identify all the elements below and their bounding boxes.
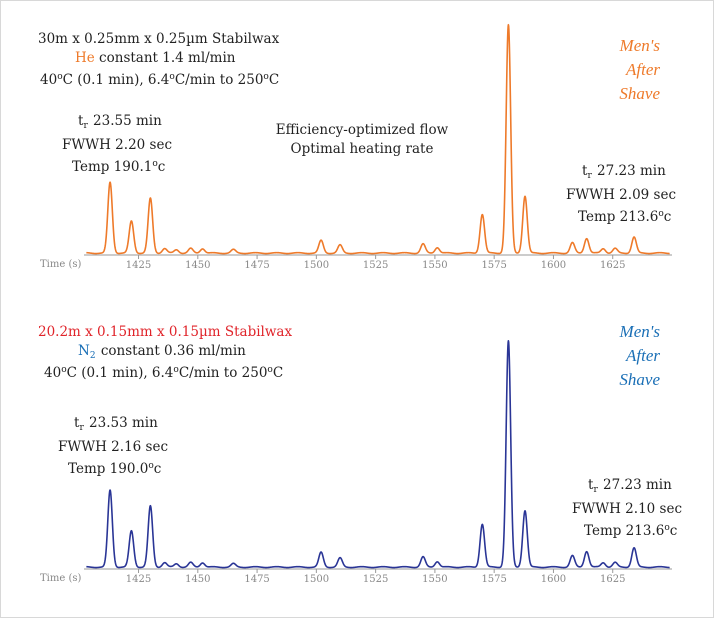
bottom-tick-label: 1625 [600, 574, 625, 585]
top-tick-label: 1550 [422, 260, 447, 271]
bottom-tick-label: 1600 [541, 574, 566, 585]
top-brand-label: Men's After Shave [619, 36, 660, 103]
bottom-tick-label: 1450 [185, 574, 210, 585]
bottom-left-peak-annotation: tr 23.53 min FWWH 2.16 sec Temp 190.0oc [58, 415, 169, 477]
bottom-tick-label: 1550 [422, 574, 447, 585]
bottom-tick-label: 1425 [126, 574, 151, 585]
bottom-x-axis-label: Time (s) [40, 573, 81, 584]
bottom-column-spec: 20.2m x 0.15mm x 0.15µm Stabilwax [38, 324, 293, 340]
top-tick-label: 1425 [126, 260, 151, 271]
top-tick-label: 1450 [185, 260, 210, 271]
top-chart: Time (s) 1425 1450 1475 1500 1525 1550 1575 1600… [40, 23, 672, 271]
bottom-tick-label: 1475 [244, 574, 269, 585]
bottom-tick-label: 1575 [481, 574, 506, 585]
bottom-right-peak-annotation: tr 27.23 min FWWH 2.10 sec Temp 213.6oc [572, 477, 683, 539]
top-left-peak-annotation: tr 23.55 min FWWH 2.20 sec Temp 190.1oc [62, 113, 173, 175]
top-chromatogram-trace [85, 23, 671, 255]
bottom-oven-program: 40oC (0.1 min), 6.4oC/min to 250oC [44, 365, 284, 381]
bottom-tick-label: 1525 [363, 574, 388, 585]
top-tick-label: 1525 [363, 260, 388, 271]
top-carrier-gas: He constant 1.4 ml/min [75, 50, 236, 66]
bottom-tick-label: 1500 [304, 574, 329, 585]
bottom-carrier-gas: N2 constant 0.36 ml/min [78, 343, 246, 361]
top-column-spec: 30m x 0.25mm x 0.25µm Stabilwax [38, 31, 280, 47]
top-tick-label: 1500 [304, 260, 329, 271]
bottom-chromatogram-trace [85, 339, 671, 569]
bottom-brand-label: Men's After Shave [619, 322, 660, 389]
top-x-axis-label: Time (s) [40, 259, 81, 270]
bottom-chart: Time (s) 1425 1450 1475 1500 1525 1550 1575 1600… [40, 339, 672, 585]
top-tick-label: 1475 [244, 260, 269, 271]
top-tick-label: 1600 [541, 260, 566, 271]
top-tick-label: 1575 [481, 260, 506, 271]
top-tick-label: 1625 [600, 260, 625, 271]
top-oven-program: 40oC (0.1 min), 6.4oC/min to 250oC [40, 72, 280, 88]
top-right-peak-annotation: tr 27.23 min FWWH 2.09 sec Temp 213.6oc [566, 163, 677, 225]
top-method-note: Efficiency-optimized flow Optimal heating… [275, 122, 449, 157]
